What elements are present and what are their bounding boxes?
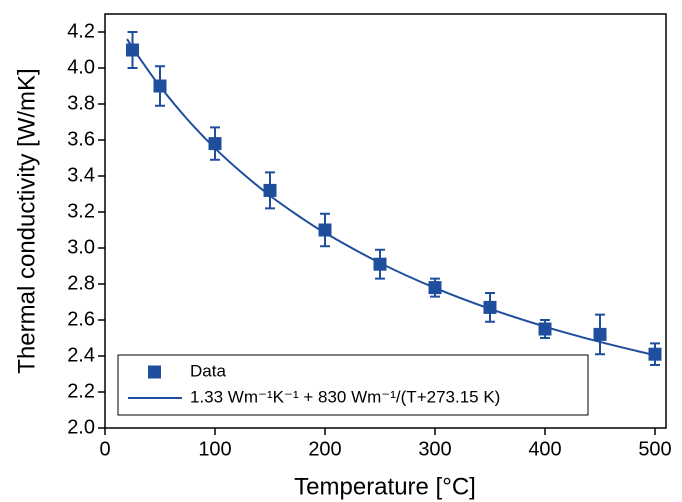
y-tick-label: 3.6 [67, 128, 95, 150]
y-tick-label: 2.6 [67, 308, 95, 330]
y-tick-label: 4.0 [67, 56, 95, 78]
x-tick-label: 300 [418, 438, 451, 460]
y-tick-label: 3.4 [67, 164, 95, 186]
legend-label: Data [190, 361, 226, 380]
x-tick-label: 100 [198, 438, 231, 460]
x-tick-label: 400 [528, 438, 561, 460]
fit-line [126, 38, 656, 357]
x-tick-label: 0 [99, 438, 110, 460]
y-tick-label: 2.2 [67, 380, 95, 402]
y-tick-label: 2.0 [67, 416, 95, 438]
y-tick-label: 3.0 [67, 236, 95, 258]
y-tick-label: 3.8 [67, 92, 95, 114]
x-tick-label: 500 [638, 438, 671, 460]
data-point [593, 327, 607, 341]
y-tick-label: 2.8 [67, 272, 95, 294]
data-point [648, 347, 662, 361]
data-point [318, 223, 332, 237]
legend-marker [148, 365, 161, 379]
y-axis-title: Thermal conductivity [W/mK] [13, 68, 40, 373]
x-tick-label: 200 [308, 438, 341, 460]
legend-label: 1.33 Wm⁻¹K⁻¹ + 830 Wm⁻¹/(T+273.15 K) [190, 387, 500, 406]
data-point [208, 137, 222, 151]
y-tick-label: 4.2 [67, 20, 95, 42]
x-axis-title: Temperature [°C] [294, 473, 476, 500]
y-tick-label: 3.2 [67, 200, 95, 222]
legend-box [117, 354, 589, 416]
y-tick-label: 2.4 [67, 344, 95, 366]
plot-frame [104, 13, 667, 429]
